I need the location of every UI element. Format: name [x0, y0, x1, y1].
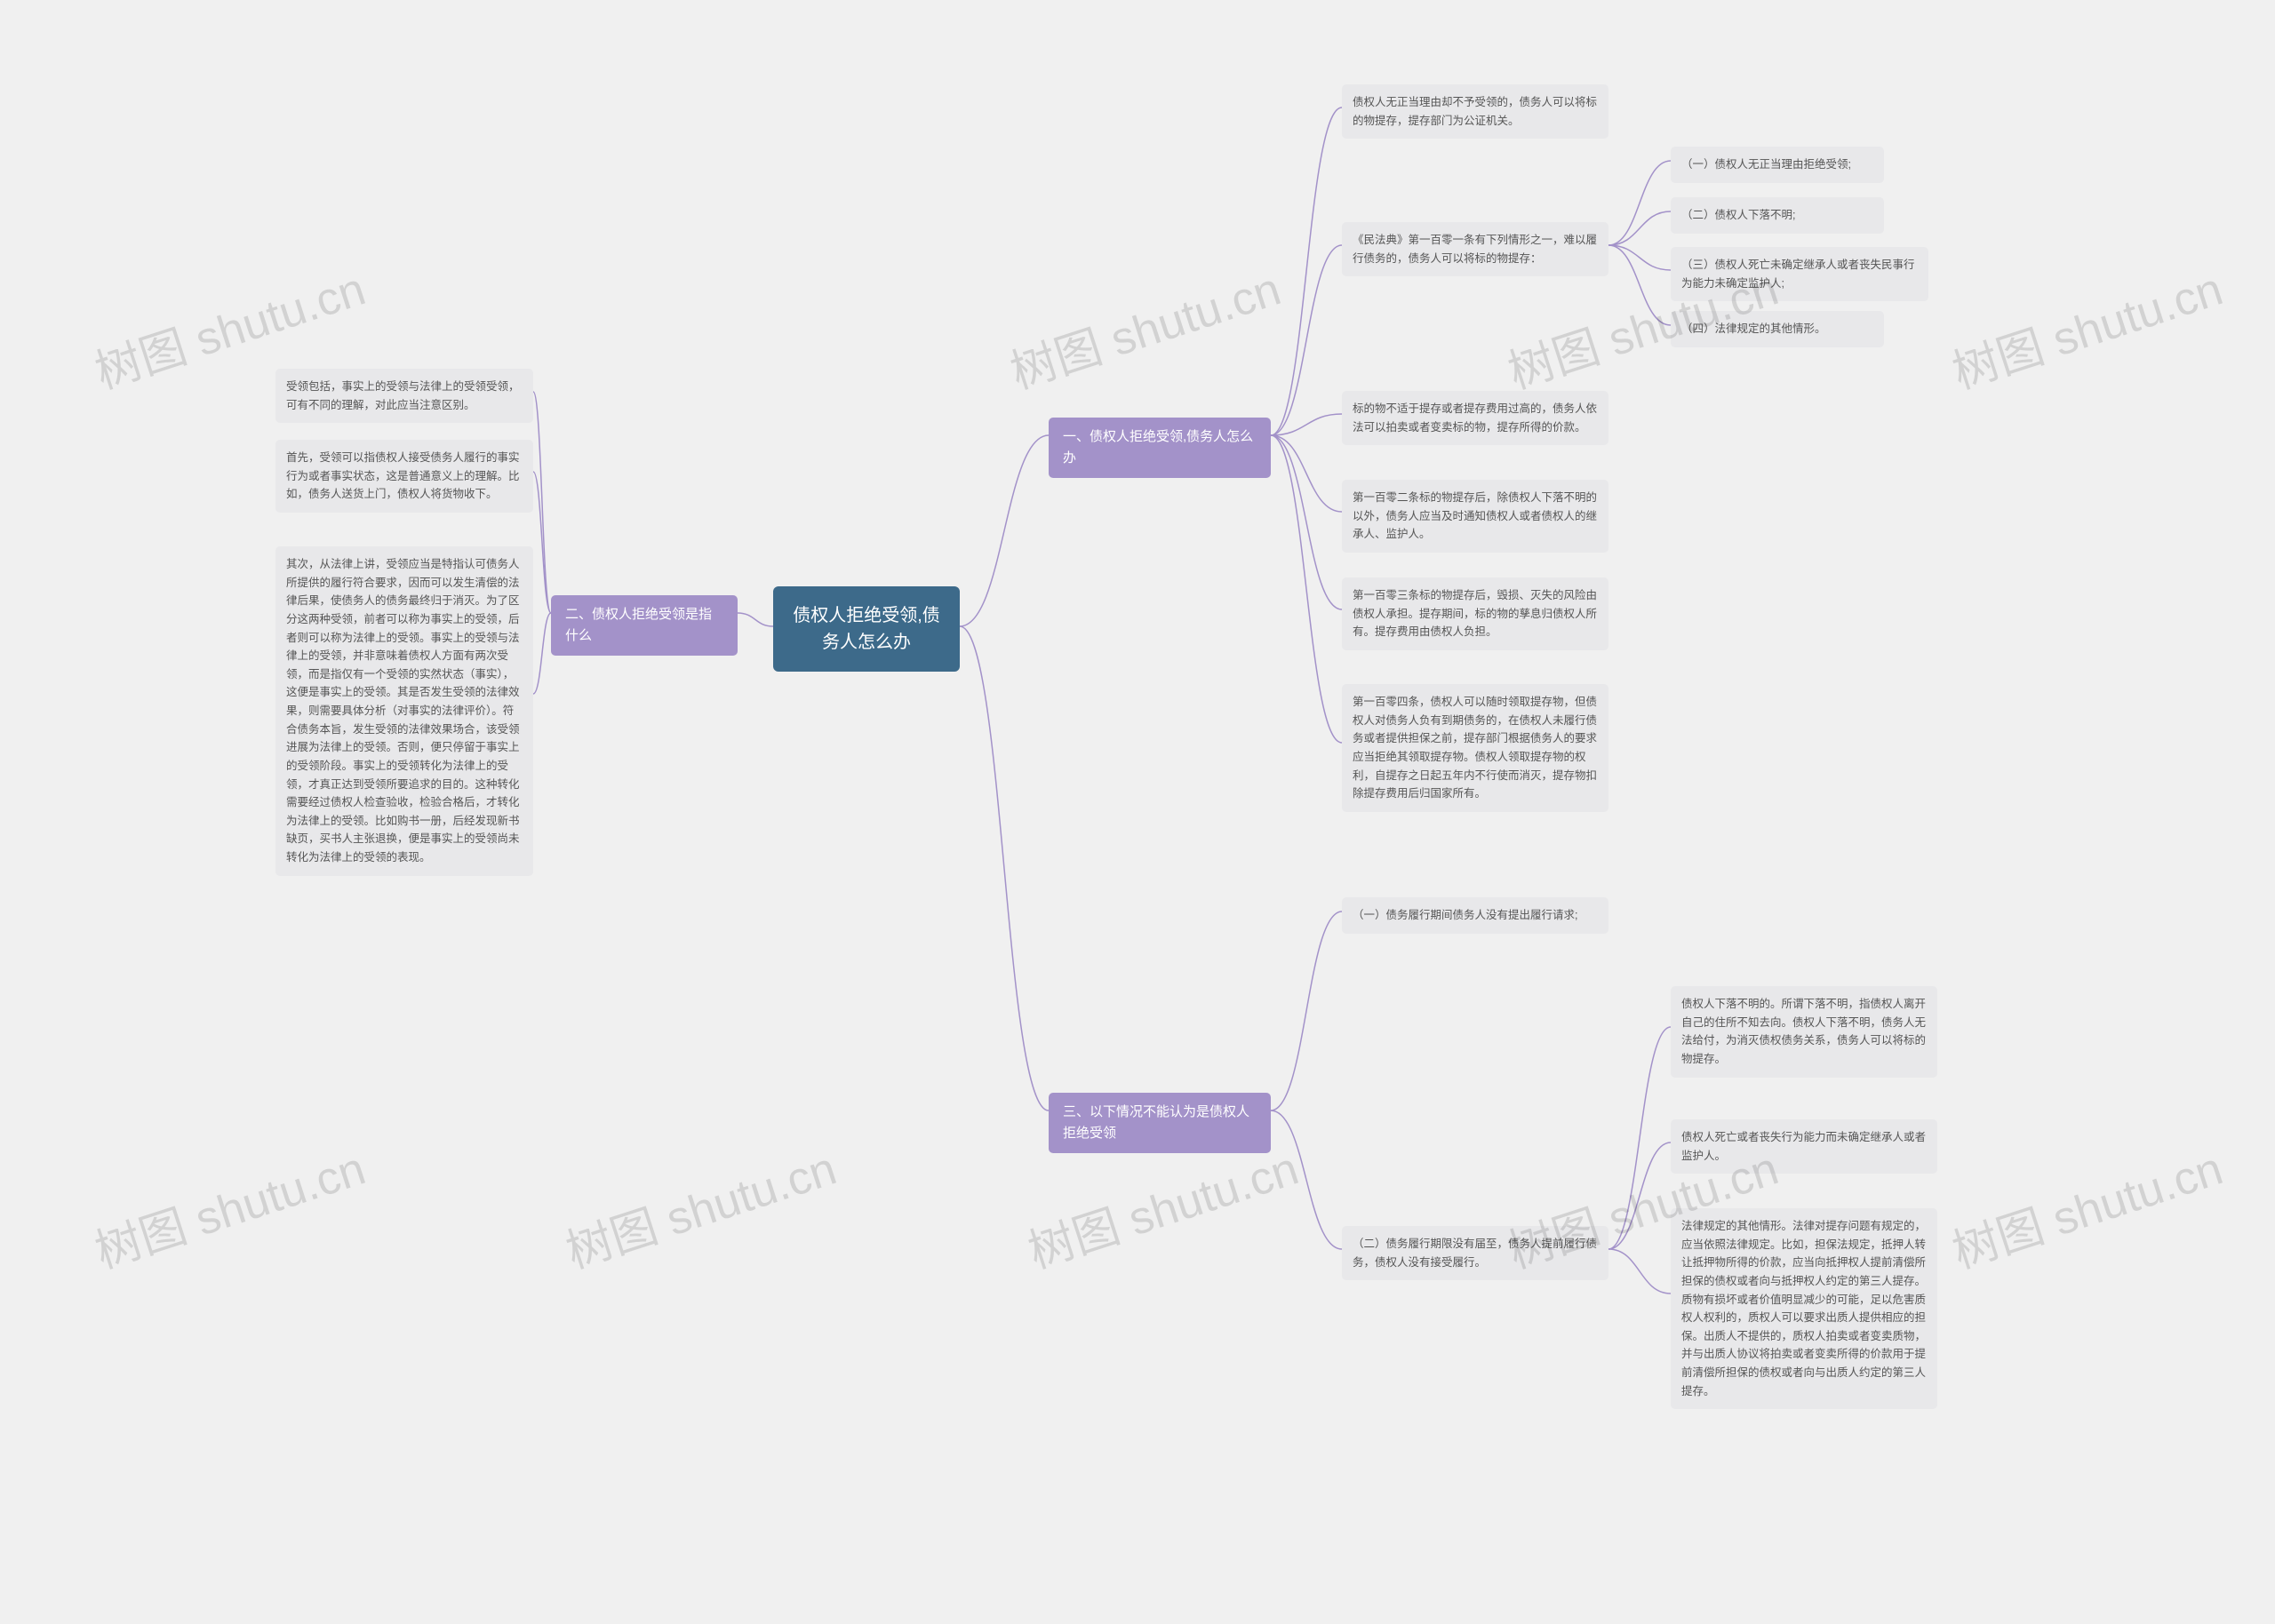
- leaf-node: 债权人死亡或者丧失行为能力而未确定继承人或者监护人。: [1671, 1119, 1937, 1174]
- watermark: 树图 shutu.cn: [1018, 1131, 1305, 1281]
- leaf-node: 债权人下落不明的。所谓下落不明，指债权人离开自己的住所不知去向。债权人下落不明，…: [1671, 986, 1937, 1078]
- branch-node: 一、债权人拒绝受领,债务人怎么办: [1049, 418, 1271, 478]
- leaf-node: （一）债务履行期间债务人没有提出履行请求;: [1342, 897, 1608, 934]
- leaf-node: 第一百零三条标的物提存后，毁损、灭失的风险由债权人承担。提存期间，标的物的孳息归…: [1342, 577, 1608, 650]
- leaf-node: 法律规定的其他情形。法律对提存问题有规定的，应当依照法律规定。比如，担保法规定，…: [1671, 1208, 1937, 1409]
- leaf-node: （二）债权人下落不明;: [1671, 197, 1884, 234]
- watermark: 树图 shutu.cn: [85, 1131, 372, 1281]
- leaf-node: （四）法律规定的其他情形。: [1671, 311, 1884, 347]
- branch-node: 三、以下情况不能认为是债权人拒绝受领: [1049, 1093, 1271, 1153]
- leaf-node: 《民法典》第一百零一条有下列情形之一，难以履行债务的，债务人可以将标的物提存：: [1342, 222, 1608, 276]
- branch-node: 二、债权人拒绝受领是指什么: [551, 595, 738, 656]
- leaf-node: 第一百零二条标的物提存后，除债权人下落不明的以外，债务人应当及时通知债权人或者债…: [1342, 480, 1608, 553]
- root-node: 债权人拒绝受领,债务人怎么办: [773, 586, 960, 672]
- leaf-node: 其次，从法律上讲，受领应当是特指认可债务人所提供的履行符合要求，因而可以发生清偿…: [275, 546, 533, 876]
- leaf-node: （一）债权人无正当理由拒绝受领;: [1671, 147, 1884, 183]
- watermark: 树图 shutu.cn: [1943, 251, 2230, 402]
- leaf-node: （二）债务履行期限没有届至，债务人提前履行债务，债权人没有接受履行。: [1342, 1226, 1608, 1280]
- leaf-node: （三）债权人死亡未确定继承人或者丧失民事行为能力未确定监护人;: [1671, 247, 1928, 301]
- leaf-node: 第一百零四条，债权人可以随时领取提存物，但债权人对债务人负有到期债务的，在债权人…: [1342, 684, 1608, 812]
- leaf-node: 首先，受领可以指债权人接受债务人履行的事实行为或者事实状态，这是普通意义上的理解…: [275, 440, 533, 513]
- leaf-node: 债权人无正当理由却不予受领的，债务人可以将标的物提存，提存部门为公证机关。: [1342, 84, 1608, 139]
- watermark: 树图 shutu.cn: [1943, 1131, 2230, 1281]
- watermark: 树图 shutu.cn: [556, 1131, 843, 1281]
- watermark: 树图 shutu.cn: [1001, 251, 1288, 402]
- leaf-node: 受领包括，事实上的受领与法律上的受领受领，可有不同的理解，对此应当注意区别。: [275, 369, 533, 423]
- leaf-node: 标的物不适于提存或者提存费用过高的，债务人依法可以拍卖或者变卖标的物，提存所得的…: [1342, 391, 1608, 445]
